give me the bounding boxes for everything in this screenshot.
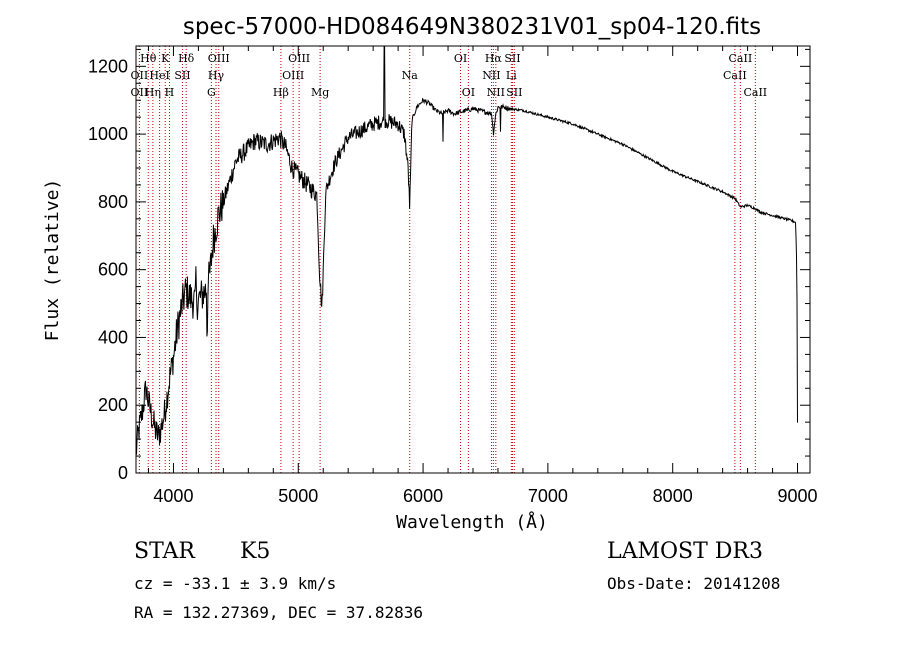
obs-date: Obs-Date: 20141208 (607, 574, 781, 593)
line-label: Hγ (208, 69, 225, 82)
line-label: Hδ (178, 52, 195, 65)
line-label: SII (506, 86, 522, 99)
line-label: HeI (149, 69, 169, 82)
y-axis-label: Flux (relative) (42, 179, 63, 342)
chart-title: spec-57000-HD084649N380231V01_sp04-120.f… (183, 14, 761, 40)
line-label: CaII (743, 86, 767, 99)
line-label: NII (482, 69, 500, 82)
line-label: CaII (729, 52, 753, 65)
line-label: Hθ (140, 52, 157, 65)
line-label: OI (462, 86, 475, 99)
line-label: OIII (208, 52, 230, 65)
y-tick-label: 400 (98, 327, 128, 347)
y-tick-label: 1200 (88, 56, 128, 76)
line-label: Mg (311, 86, 329, 99)
line-label: OIII (282, 69, 304, 82)
y-axis: 0 200 400 600 800 1000 1200 (88, 48, 810, 483)
line-label: H (165, 86, 175, 99)
line-label: OII (131, 69, 149, 82)
y-tick-label: 0 (118, 463, 128, 483)
line-label: SII (174, 69, 190, 82)
line-label: CaII (723, 69, 747, 82)
line-label: G (207, 86, 216, 99)
spectrum-line (135, 45, 798, 455)
x-axis: 4000 5000 6000 7000 8000 9000 (147, 46, 818, 506)
line-markers (138, 46, 756, 473)
x-axis-label: Wavelength (Å) (396, 511, 548, 533)
y-tick-label: 200 (98, 395, 128, 415)
line-label: OI (454, 52, 467, 65)
line-label: NII (487, 86, 505, 99)
coordinates: RA = 132.27369, DEC = 37.82836 (134, 603, 423, 622)
line-label: K (161, 52, 170, 65)
y-tick-label: 600 (98, 260, 128, 280)
x-tick-label: 5000 (278, 486, 318, 506)
object-subclass: K5 (240, 539, 271, 564)
x-tick-label: 7000 (528, 486, 568, 506)
line-label: Hβ (273, 86, 289, 99)
survey-name: LAMOST DR3 (607, 539, 763, 564)
x-tick-label: 4000 (153, 486, 193, 506)
x-tick-label: 8000 (653, 486, 693, 506)
y-tick-label: 1000 (88, 124, 128, 144)
line-label: Na (402, 69, 419, 82)
redshift-cz: cz = -33.1 ± 3.9 km/s (134, 574, 337, 593)
line-label: OIII (288, 52, 310, 65)
x-tick-label: 6000 (403, 486, 443, 506)
x-tick-label: 9000 (777, 486, 817, 506)
y-tick-label: 800 (98, 192, 128, 212)
line-label: Hα (485, 52, 503, 65)
line-label: SII (504, 52, 520, 65)
line-label: OII (131, 86, 149, 99)
line-label: Hη (145, 86, 161, 99)
line-label: Li (506, 69, 517, 82)
object-class: STAR (134, 539, 195, 564)
